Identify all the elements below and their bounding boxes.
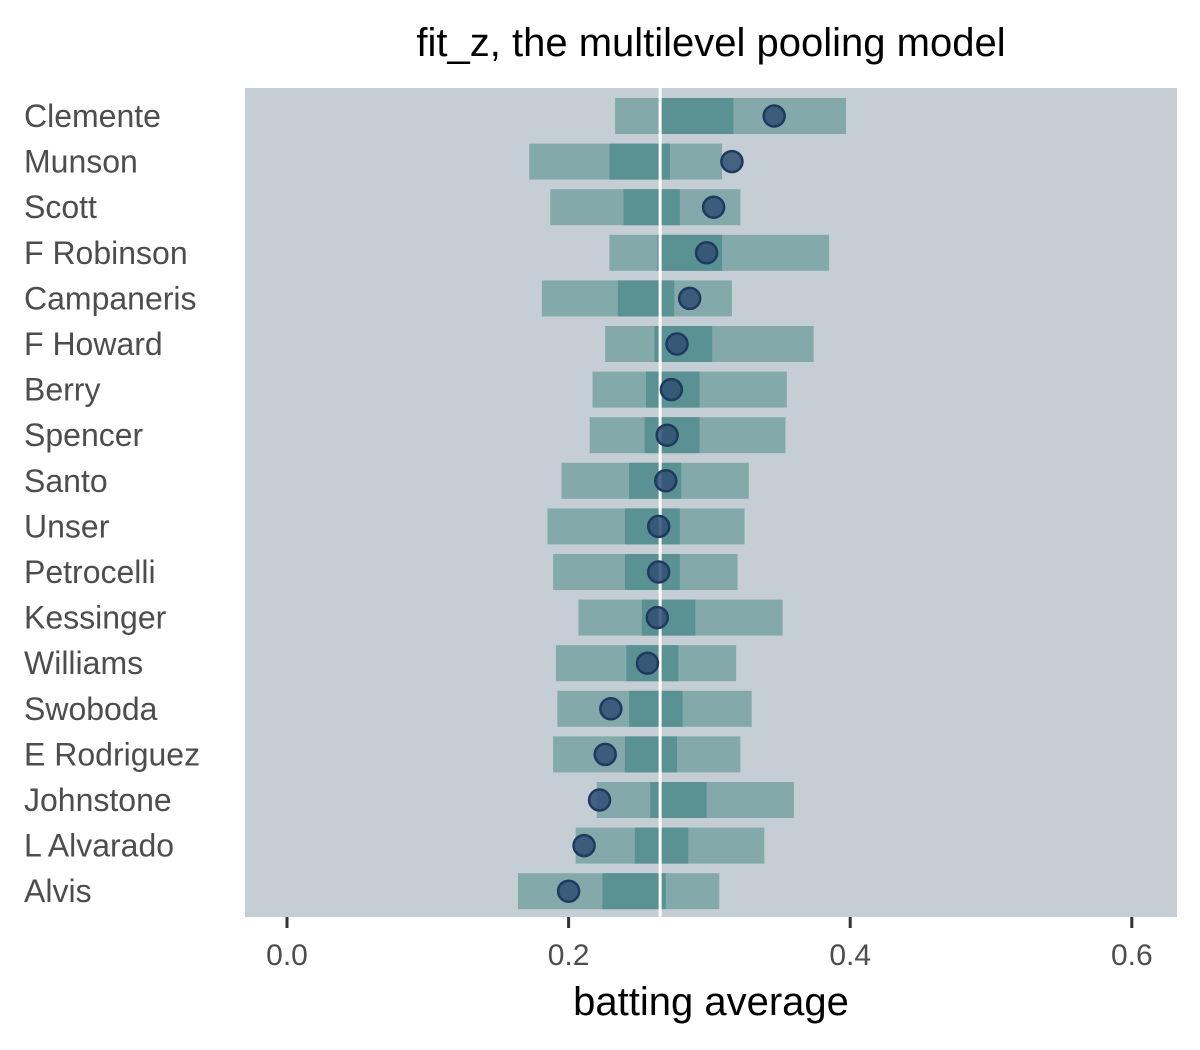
x-axis: 0.0 0.2 0.4 0.6	[266, 917, 1153, 972]
point-estimate	[587, 788, 612, 812]
interval-marks	[517, 98, 846, 910]
point-estimate	[655, 423, 679, 447]
player-label: Johnstone	[24, 782, 172, 818]
player-label: Unser	[24, 508, 110, 544]
player-label: Alvis	[24, 873, 92, 909]
player-label: Clemente	[24, 98, 161, 134]
x-tick-label: 0.6	[1111, 939, 1153, 972]
point-estimate	[677, 286, 702, 311]
point-estimate	[665, 332, 689, 356]
player-label: F Robinson	[24, 235, 188, 271]
player-label: Kessinger	[24, 600, 167, 636]
player-label: Munson	[24, 144, 138, 180]
inner-interval-bar	[617, 280, 675, 317]
player-label: Williams	[24, 645, 143, 681]
point-estimate	[599, 697, 623, 721]
x-tick-label: 0.4	[829, 939, 871, 972]
inner-interval-bar	[624, 736, 678, 773]
player-label: Scott	[24, 189, 97, 225]
player-label: Santo	[24, 463, 108, 499]
player-label: E Rodriguez	[24, 736, 200, 772]
player-label: Spencer	[24, 417, 144, 453]
player-label: F Howard	[24, 326, 163, 362]
point-estimate	[593, 742, 617, 767]
player-label: Campaneris	[24, 280, 197, 316]
player-label: Berry	[24, 372, 100, 408]
x-axis-title: batting average	[573, 980, 849, 1024]
point-estimate	[701, 195, 726, 219]
point-estimate	[659, 377, 684, 402]
inner-interval-bar	[602, 873, 666, 910]
x-tick-label: 0.0	[266, 939, 308, 972]
x-tick-label: 0.2	[548, 939, 590, 972]
plot-panel	[245, 88, 1177, 917]
player-label: Petrocelli	[24, 554, 156, 590]
inner-interval-bar	[629, 690, 683, 727]
chart-title: fit_z, the multilevel pooling model	[416, 21, 1005, 65]
point-estimate	[635, 651, 660, 675]
point-estimate	[694, 241, 719, 265]
inner-interval-bar	[623, 189, 680, 226]
player-label: Swoboda	[24, 691, 158, 727]
point-marks	[556, 104, 786, 903]
player-label: L Alvarado	[24, 828, 174, 864]
point-estimate	[556, 879, 581, 903]
point-estimate	[762, 104, 786, 128]
inner-interval-bar	[661, 98, 734, 134]
point-estimate	[645, 605, 670, 630]
point-estimate	[646, 560, 671, 584]
point-estimate	[572, 833, 596, 858]
point-estimate	[646, 514, 671, 539]
point-estimate	[720, 149, 744, 174]
point-estimate	[654, 469, 678, 493]
y-axis-labels: Clemente Munson Scott F Robinson Campaneris F…	[24, 98, 200, 909]
